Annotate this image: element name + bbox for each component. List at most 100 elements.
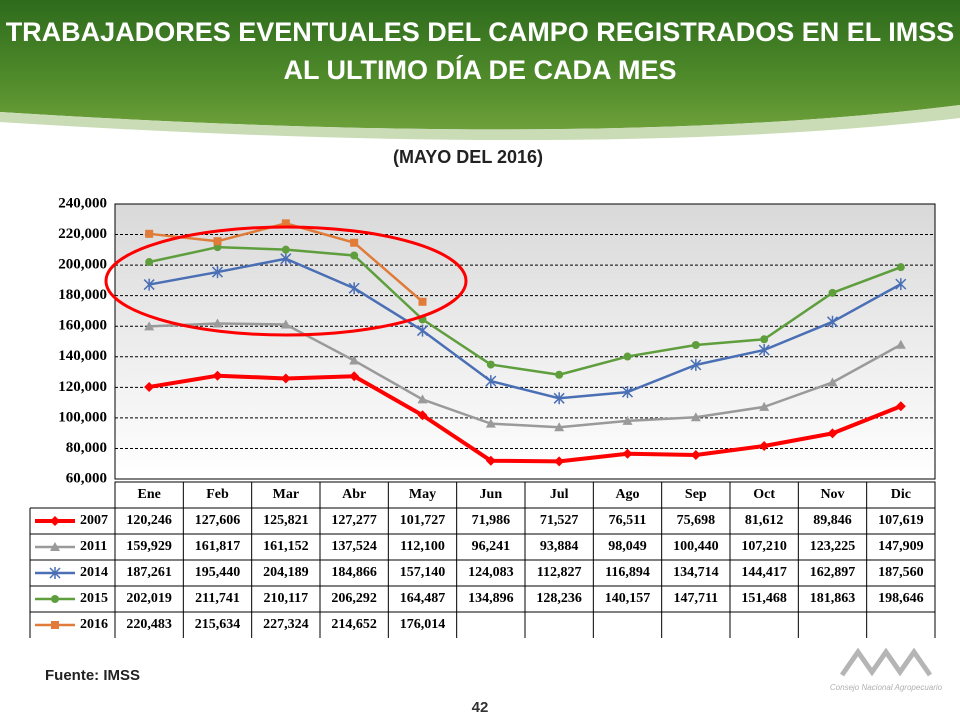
marker — [826, 315, 839, 328]
marker — [485, 455, 496, 466]
table-cell: 107,619 — [878, 513, 924, 528]
marker — [896, 263, 905, 272]
source: Fuente: IMSS — [45, 667, 140, 684]
marker — [417, 394, 428, 404]
marker — [485, 375, 497, 388]
marker — [416, 324, 429, 337]
table-cell: 206,292 — [331, 591, 377, 606]
table-cell: 76,511 — [609, 513, 647, 528]
legend-label: 2011 — [80, 539, 107, 554]
table-cell: 161,152 — [263, 539, 309, 554]
marker — [828, 288, 837, 297]
table-cell: 134,714 — [673, 565, 719, 580]
table-cell: 112,827 — [537, 565, 582, 580]
marker — [350, 238, 359, 247]
series-line — [148, 257, 902, 400]
x-tick-label: Jun — [480, 487, 503, 502]
series-line — [148, 373, 902, 464]
marker — [145, 229, 154, 238]
table-cell: 144,417 — [741, 565, 787, 580]
marker — [827, 377, 838, 387]
legend-label: 2007 — [80, 513, 108, 528]
table-cell: 75,698 — [677, 513, 716, 528]
marker — [827, 428, 838, 439]
table-cell: 227,324 — [263, 617, 309, 632]
logo — [839, 647, 933, 677]
table-cell: 157,140 — [400, 565, 446, 580]
title-line: AL ULTIMO DÍA DE CADA MES — [284, 54, 677, 85]
table-cell: 89,846 — [813, 513, 852, 528]
table-cell: 195,440 — [195, 565, 241, 580]
table-cell: 123,225 — [810, 539, 856, 554]
marker — [690, 450, 701, 461]
table-cell: 147,711 — [673, 591, 718, 606]
table-cell: 215,634 — [195, 617, 241, 632]
marker — [895, 278, 907, 291]
table-cell: 164,487 — [400, 591, 446, 606]
marker — [759, 401, 770, 411]
table-cell: 137,524 — [331, 539, 377, 554]
marker — [759, 440, 770, 451]
marker — [213, 237, 222, 246]
marker — [760, 335, 769, 344]
marker — [485, 418, 496, 428]
marker — [349, 355, 360, 365]
table-cell: 198,646 — [878, 591, 924, 606]
subtitle: (MAYO DEL 2016) — [393, 147, 543, 167]
table-cell: 204,189 — [263, 565, 309, 580]
series-line — [149, 322, 902, 429]
marker — [144, 381, 155, 392]
marker — [51, 595, 59, 603]
table-cell: 116,894 — [605, 565, 650, 580]
marker — [486, 360, 495, 369]
marker — [212, 370, 223, 381]
y-tick-label: 200,000 — [58, 257, 107, 273]
logo-text: Consejo Nacional Agropecuario — [830, 683, 943, 692]
table-cell: 140,157 — [605, 591, 651, 606]
x-tick-label: Nov — [820, 487, 844, 502]
table-cell: 128,236 — [536, 591, 582, 606]
marker — [554, 422, 565, 432]
x-tick-label: Ago — [615, 487, 639, 502]
marker — [145, 258, 154, 267]
header-band — [0, 0, 960, 130]
legend-label: 2014 — [80, 565, 108, 580]
x-tick-label: Abr — [342, 487, 366, 502]
table-cell: 93,884 — [540, 539, 579, 554]
table-cell: 127,277 — [331, 513, 377, 528]
marker — [50, 542, 60, 551]
marker — [348, 282, 360, 295]
marker — [280, 373, 291, 384]
table-cell: 101,727 — [400, 513, 446, 528]
table-cell: 107,210 — [741, 539, 787, 554]
marker — [281, 245, 290, 254]
x-tick-label: Oct — [753, 487, 775, 502]
y-tick-label: 220,000 — [58, 226, 107, 242]
x-tick-label: Mar — [273, 487, 299, 502]
marker — [49, 567, 61, 579]
y-tick-label: 80,000 — [66, 440, 107, 456]
table-cell: 100,440 — [673, 539, 719, 554]
marker — [622, 448, 633, 459]
marker — [417, 410, 428, 421]
plot-area — [115, 204, 935, 479]
marker — [690, 358, 702, 371]
table-cell: 187,261 — [126, 565, 172, 580]
y-tick-label: 60,000 — [66, 470, 107, 486]
x-tick-label: Jul — [550, 487, 569, 502]
marker — [621, 386, 634, 399]
table-cell: 96,241 — [472, 539, 511, 554]
y-tick-label: 240,000 — [58, 195, 107, 211]
series-line — [148, 245, 902, 377]
marker — [280, 319, 291, 329]
marker — [554, 456, 565, 467]
y-tick-label: 180,000 — [58, 287, 107, 303]
legend-label: 2016 — [80, 617, 108, 632]
table-cell: 187,560 — [878, 565, 924, 580]
marker — [690, 412, 701, 422]
table-cell: 124,083 — [468, 565, 514, 580]
marker — [212, 318, 223, 328]
table-cell: 71,986 — [472, 513, 511, 528]
y-tick-label: 120,000 — [58, 379, 107, 395]
